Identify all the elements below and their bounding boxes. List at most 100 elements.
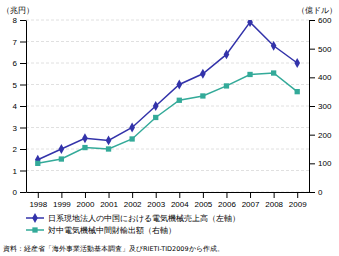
tick-label: 2003 bbox=[147, 200, 165, 209]
tick: 0 bbox=[309, 188, 323, 197]
marker bbox=[129, 123, 135, 133]
tick: 2005 bbox=[194, 192, 212, 209]
tick-label: 500 bbox=[318, 45, 332, 54]
tick-label: 400 bbox=[318, 73, 332, 82]
tick-mark bbox=[132, 192, 133, 198]
tick-label: 5 bbox=[13, 81, 18, 90]
plot: 1998199920002001200220032004200520062007… bbox=[13, 16, 332, 209]
tick: 2008 bbox=[265, 192, 283, 209]
series-layer bbox=[35, 20, 300, 166]
tick: 1 bbox=[13, 167, 26, 176]
marker bbox=[106, 135, 112, 145]
tick-mark bbox=[38, 192, 39, 198]
tick-label: 2000 bbox=[77, 200, 95, 209]
tick: 2009 bbox=[289, 192, 307, 209]
series bbox=[35, 70, 300, 166]
line bbox=[38, 22, 297, 160]
tick-mark bbox=[309, 20, 315, 21]
tick: 1999 bbox=[53, 192, 71, 209]
tick-label: 1 bbox=[13, 167, 18, 176]
marker bbox=[106, 146, 111, 151]
chart: 1998199920002001200220032004200520062007… bbox=[0, 0, 339, 256]
tick: 4 bbox=[13, 102, 26, 111]
tick-mark bbox=[309, 163, 315, 164]
tick: 200 bbox=[309, 131, 332, 140]
marker bbox=[294, 58, 300, 68]
y2-axis: 0100200300400500600 bbox=[309, 16, 332, 197]
tick-mark bbox=[250, 192, 251, 198]
tick-mark bbox=[179, 192, 180, 198]
legend-label: 対中電気機械中間財輸出額（右軸） bbox=[48, 226, 176, 235]
tick-label: 200 bbox=[318, 131, 332, 140]
tick-mark bbox=[20, 171, 26, 172]
grid-line bbox=[26, 149, 309, 150]
x-axis: 1998199920002001200220032004200520062007… bbox=[27, 192, 310, 209]
grid-line bbox=[26, 41, 309, 42]
tick-mark bbox=[203, 192, 204, 198]
legend-label: 日系現地法人の中国における電気機械売上高（左軸） bbox=[48, 214, 240, 223]
axis-line bbox=[26, 21, 27, 193]
grid-line bbox=[26, 63, 309, 64]
tick: 2006 bbox=[218, 192, 236, 209]
tick: 8 bbox=[13, 16, 26, 25]
tick: 3 bbox=[13, 124, 26, 133]
annotation: 資料：経産省「海外事業活動基本調査」及びRIETI-TID2009から作成。 bbox=[3, 245, 224, 253]
tick: 5 bbox=[13, 81, 26, 90]
tick-label: 2002 bbox=[124, 200, 142, 209]
tick-mark bbox=[61, 192, 62, 198]
tick-label: 100 bbox=[318, 159, 332, 168]
grid-line bbox=[26, 106, 309, 107]
tick-label: 2001 bbox=[100, 200, 118, 209]
series bbox=[35, 20, 300, 165]
tick-label: 8 bbox=[13, 16, 18, 25]
tick-mark bbox=[109, 192, 110, 198]
tick: 0 bbox=[13, 188, 26, 197]
marker bbox=[271, 41, 277, 51]
grid-line bbox=[26, 84, 309, 85]
tick-label: 2 bbox=[13, 145, 18, 154]
tick-label: 2007 bbox=[242, 200, 260, 209]
tick-mark bbox=[309, 49, 315, 50]
legend-marker bbox=[32, 227, 37, 232]
tick-mark bbox=[20, 149, 26, 150]
y2-axis-label: （億ドル） bbox=[297, 6, 337, 15]
tick-mark bbox=[309, 106, 315, 107]
tick-label: 0 bbox=[13, 188, 18, 197]
line bbox=[38, 73, 297, 163]
grid-line bbox=[26, 170, 309, 171]
tick-mark bbox=[309, 135, 315, 136]
tick-mark bbox=[85, 192, 86, 198]
marker bbox=[153, 115, 158, 120]
legend-item: 対中電気機械中間財輸出額（右軸） bbox=[26, 226, 176, 235]
marker bbox=[200, 93, 205, 98]
tick-label: 2006 bbox=[218, 200, 236, 209]
tick: 2000 bbox=[77, 192, 95, 209]
marker bbox=[224, 49, 230, 59]
legend-marker bbox=[32, 213, 38, 223]
tick-label: 2008 bbox=[265, 200, 283, 209]
tick: 7 bbox=[13, 38, 26, 47]
marker bbox=[59, 156, 64, 161]
tick-mark bbox=[274, 192, 275, 198]
tick: 100 bbox=[309, 159, 332, 168]
grid-line bbox=[26, 192, 309, 193]
tick-label: 3 bbox=[13, 124, 18, 133]
marker bbox=[295, 89, 300, 94]
axis-line bbox=[27, 192, 310, 193]
legend: 日系現地法人の中国における電気機械売上高（左軸） 対中電気機械中間財輸出額（右軸） bbox=[26, 213, 240, 235]
tick: 500 bbox=[309, 45, 332, 54]
marker bbox=[82, 145, 87, 150]
tick-mark bbox=[156, 192, 157, 198]
marker bbox=[129, 136, 134, 141]
marker bbox=[153, 101, 159, 111]
tick-label: 7 bbox=[13, 38, 18, 47]
tick: 400 bbox=[309, 73, 332, 82]
tick: 2 bbox=[13, 145, 26, 154]
tick: 1998 bbox=[29, 192, 47, 209]
y-axis-label: （兆円） bbox=[2, 6, 34, 15]
tick-mark bbox=[20, 42, 26, 43]
tick: 6 bbox=[13, 59, 26, 68]
marker bbox=[176, 80, 182, 90]
grid bbox=[26, 20, 309, 192]
marker bbox=[247, 72, 252, 77]
